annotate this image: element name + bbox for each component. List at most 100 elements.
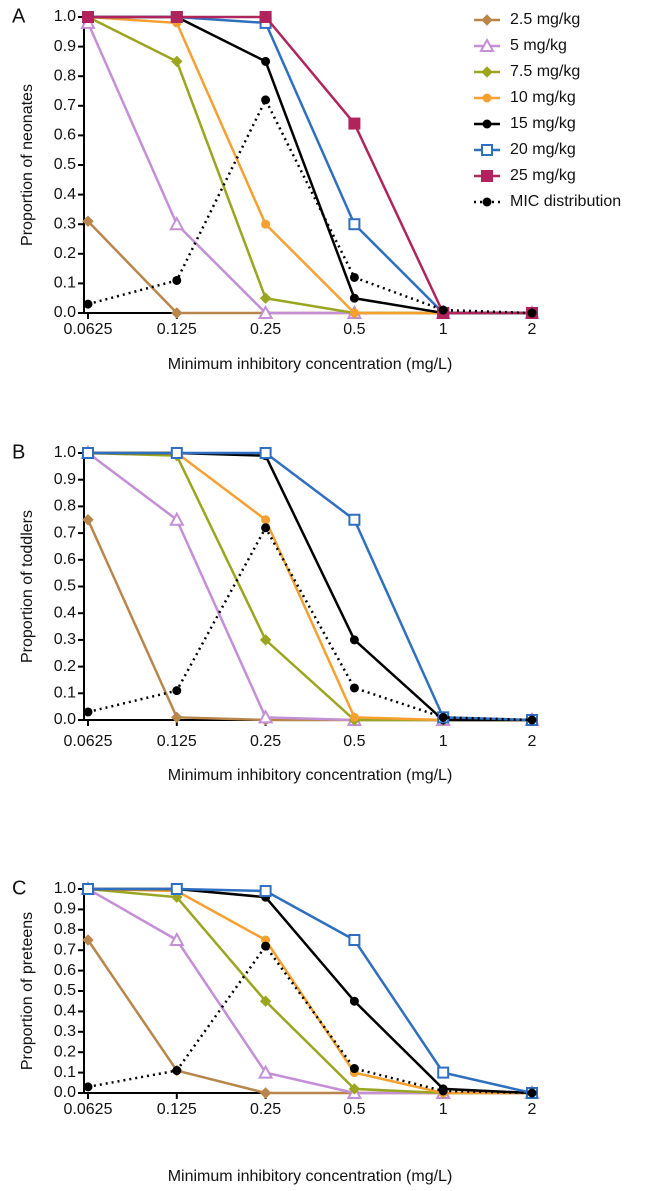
marker [169, 216, 185, 231]
panel-label: C [12, 877, 26, 899]
marker [349, 712, 359, 722]
panel-label: B [12, 441, 25, 463]
marker [259, 447, 272, 459]
y-axis-title: Proportion of toddlers [19, 510, 36, 663]
y-tick-label: 0.9 [54, 471, 76, 488]
series-line [87, 15, 532, 315]
x-axis-title: Minimum inhibitory concentration (mg/L) [168, 356, 453, 373]
marker [172, 1066, 182, 1076]
x-axis-title: Minimum inhibitory concentration (mg/L) [168, 767, 453, 784]
x-tick-label: 0.125 [157, 1101, 197, 1118]
x-tick-label: 0.25 [250, 733, 281, 750]
y-tick-label: 0.3 [54, 631, 76, 648]
marker [348, 117, 361, 130]
y-tick-label: 0.8 [54, 921, 76, 938]
y-tick-label: 0.8 [54, 498, 76, 515]
x-tick-label: 0.125 [157, 321, 197, 338]
series-line [87, 887, 532, 1095]
marker [348, 934, 361, 946]
marker [348, 218, 361, 231]
series-line [88, 887, 533, 1095]
y-tick-label: 0.4 [54, 186, 76, 203]
y-tick-label: 0.7 [54, 524, 76, 541]
marker [261, 523, 271, 533]
y-tick-label: 0.1 [54, 1064, 76, 1081]
marker [261, 56, 271, 66]
marker [349, 996, 359, 1006]
legend-label: 15 mg/kg [510, 115, 576, 132]
y-tick-label: 0.2 [54, 658, 76, 675]
y-tick-label: 0.8 [54, 67, 76, 84]
marker [481, 144, 493, 156]
panel-label: A [12, 5, 26, 27]
marker [481, 66, 493, 78]
marker [170, 11, 183, 23]
y-tick-label: 0.3 [54, 1023, 76, 1040]
legend-label: MIC distribution [510, 193, 621, 210]
legend-label: 10 mg/kg [510, 89, 576, 106]
y-tick-label: 0.1 [54, 275, 76, 292]
marker [259, 995, 272, 1007]
series-line [88, 887, 533, 1095]
y-tick-label: 0.0 [54, 1084, 76, 1101]
marker [438, 305, 448, 315]
marker [437, 1066, 450, 1079]
marker [257, 709, 274, 724]
y-tick-label: 0.6 [54, 551, 76, 568]
marker [349, 308, 359, 318]
marker [348, 513, 361, 526]
y-tick-label: 0.7 [54, 941, 76, 958]
marker [172, 275, 182, 285]
marker [527, 308, 537, 318]
legend-label: 2.5 mg/kg [510, 11, 580, 28]
x-tick-label: 0.5 [343, 321, 365, 338]
marker [82, 514, 94, 526]
y-tick-label: 0.7 [54, 97, 76, 114]
marker [171, 307, 183, 319]
x-tick-label: 0.125 [157, 733, 197, 750]
y-tick-label: 0.9 [54, 38, 76, 55]
marker [261, 95, 271, 105]
y-tick-label: 0.4 [54, 1003, 76, 1020]
y-tick-label: 0.0 [54, 304, 76, 321]
marker [527, 1088, 537, 1098]
x-tick-label: 0.25 [250, 1101, 281, 1118]
marker [169, 931, 185, 946]
marker [349, 293, 359, 303]
marker [259, 634, 272, 646]
y-tick-label: 0.5 [54, 982, 76, 999]
marker [481, 170, 493, 182]
marker [83, 299, 93, 309]
y-tick-label: 0.3 [54, 215, 76, 232]
marker [171, 711, 183, 724]
marker [259, 11, 272, 23]
marker [438, 712, 448, 722]
marker [82, 215, 94, 227]
y-tick-label: 1.0 [54, 444, 76, 461]
legend-label: 5 mg/kg [510, 37, 567, 54]
x-tick-label: 0.5 [343, 1101, 365, 1118]
series-line [87, 887, 532, 1095]
marker [261, 219, 271, 229]
marker [82, 934, 94, 946]
series-line [87, 887, 532, 1095]
marker [348, 1083, 361, 1095]
marker [259, 885, 272, 898]
legend-label: 25 mg/kg [510, 167, 576, 184]
x-tick-label: 0.0625 [64, 321, 113, 338]
marker [349, 272, 359, 282]
marker [83, 1082, 93, 1092]
x-tick-label: 1 [439, 321, 448, 338]
marker [170, 447, 183, 459]
x-tick-label: 0.0625 [64, 733, 113, 750]
marker [170, 883, 183, 895]
y-tick-label: 0.6 [54, 127, 76, 144]
marker [171, 55, 183, 68]
marker [82, 11, 94, 23]
y-axis-title: Proportion of preteens [19, 912, 36, 1070]
marker [259, 292, 272, 304]
y-tick-label: 0.4 [54, 604, 76, 621]
series-line [88, 15, 532, 315]
marker [261, 515, 271, 525]
